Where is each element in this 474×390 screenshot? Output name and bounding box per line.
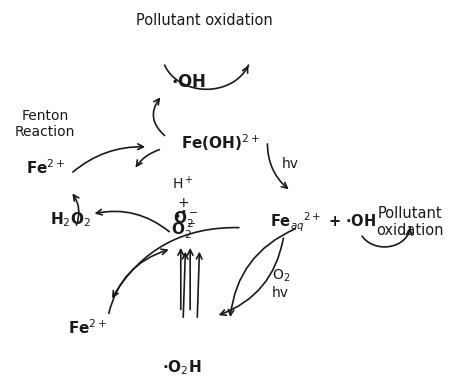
- Text: $\mathbf{\cdot}$
O$_2^-$: $\mathbf{\cdot}$ O$_2^-$: [171, 203, 196, 241]
- Text: +: +: [177, 196, 189, 210]
- Text: Fe$_{aq}$$^{2+}$ + $\mathbf{\cdot}$OH: Fe$_{aq}$$^{2+}$ + $\mathbf{\cdot}$OH: [270, 210, 376, 234]
- Text: $\bullet$: $\bullet$: [172, 207, 180, 221]
- Text: $\mathbf{\cdot}$O$_2$H: $\mathbf{\cdot}$O$_2$H: [162, 359, 201, 378]
- Text: H$_2$O$_2$: H$_2$O$_2$: [50, 211, 91, 229]
- Text: Fenton
Reaction: Fenton Reaction: [15, 109, 75, 139]
- Text: Pollutant oxidation: Pollutant oxidation: [136, 12, 273, 28]
- Text: H$^+$: H$^+$: [173, 175, 194, 192]
- Text: $\mathbf{\cdot}$OH: $\mathbf{\cdot}$OH: [172, 73, 206, 90]
- Text: Fe$^{2+}$: Fe$^{2+}$: [26, 159, 66, 177]
- Text: hv: hv: [282, 157, 299, 171]
- Text: Fe$^{2+}$: Fe$^{2+}$: [68, 318, 108, 337]
- Text: Pollutant
oxidation: Pollutant oxidation: [376, 206, 444, 238]
- Text: hv: hv: [272, 286, 289, 300]
- Text: O$_2$: O$_2$: [272, 268, 291, 284]
- Text: O$_2^-$: O$_2^-$: [173, 210, 198, 230]
- Text: Fe(OH)$^{2+}$: Fe(OH)$^{2+}$: [181, 133, 260, 153]
